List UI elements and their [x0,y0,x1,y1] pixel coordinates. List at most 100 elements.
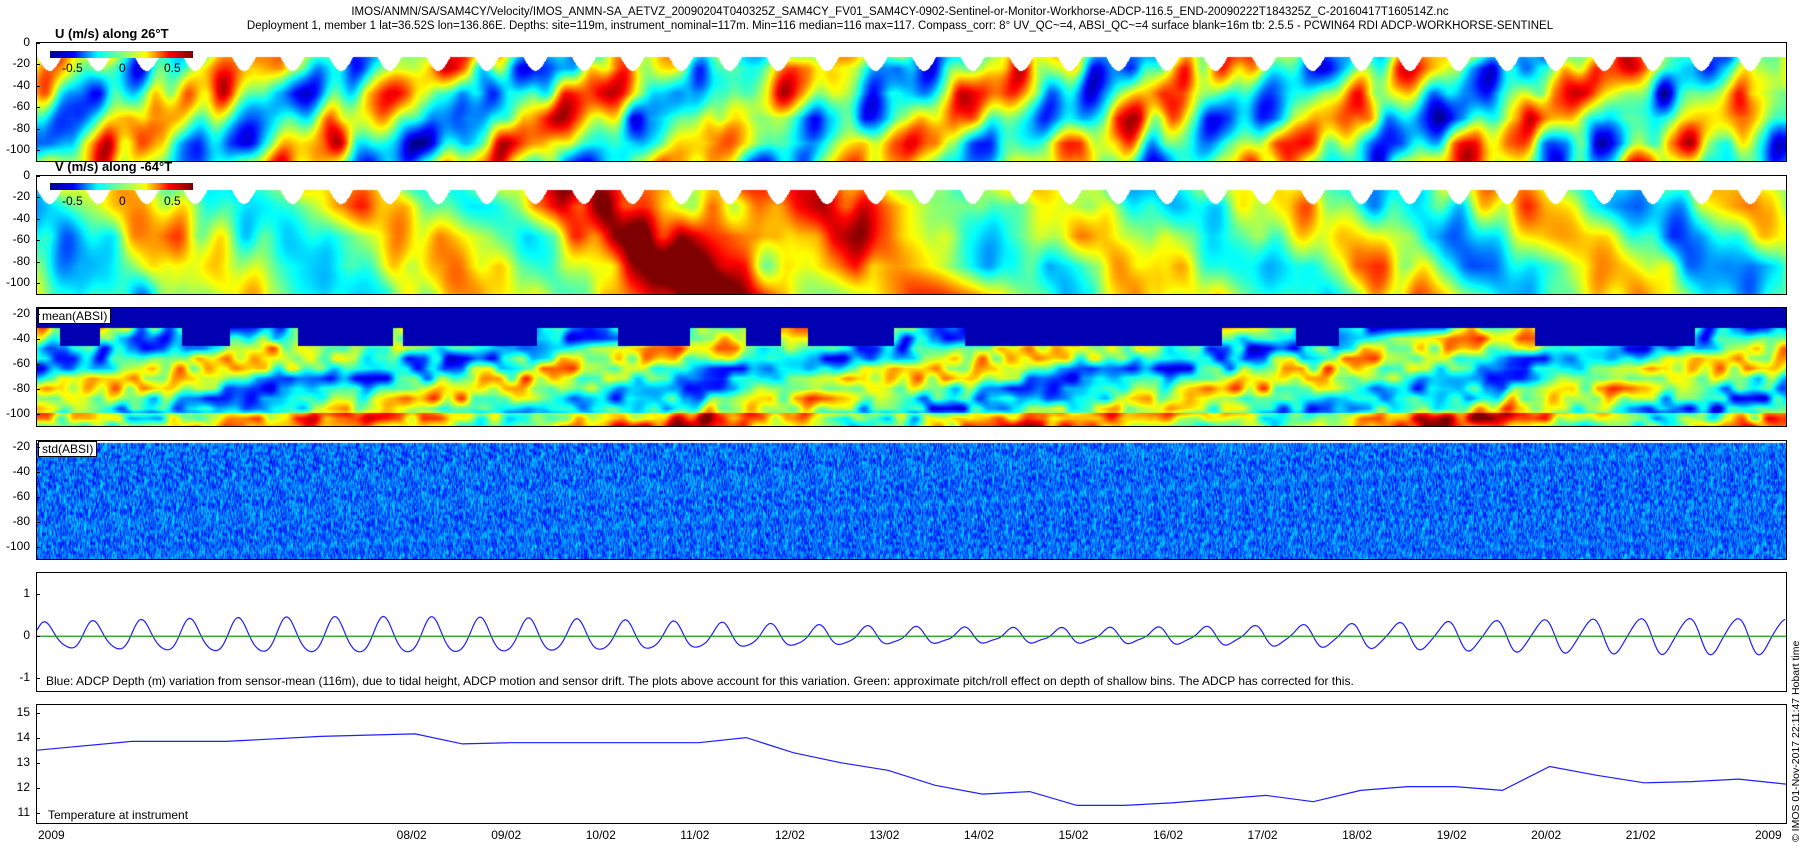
y-tick-label: 12 [16,779,30,794]
u-colorbar-tick: 0.5 [164,61,181,75]
depth-variation-plot [36,572,1787,692]
std-absi-title: std(ABSI) [38,441,98,457]
y-tick-label: -60 [12,99,30,114]
y-tick-mark [36,64,40,66]
x-tick-label: 2009 [38,828,65,842]
u-colorbar-tick: -0.5 [62,61,83,75]
x-tick-label: 11/02 [680,828,710,842]
y-tick-label: -1 [19,670,30,685]
y-tick-label: -40 [12,210,30,225]
x-tick-label: 19/02 [1436,828,1467,842]
x-tick-label: 12/02 [774,828,805,842]
x-tick-label: 16/02 [1152,828,1184,842]
y-tick-mark [36,812,40,814]
v-colorbar [50,183,193,190]
u-velocity-heatmap [36,42,1787,162]
temperature-plot [36,704,1787,824]
y-tick-label: -80 [12,380,30,395]
u-velocity-title: U (m/s) along 26°T [55,26,169,41]
v-colorbar-tick: 0.5 [164,194,181,208]
y-tick-mark [36,43,40,44]
y-tick-label: -60 [12,488,30,503]
y-tick-label: -80 [12,253,30,268]
y-tick-mark [36,197,40,199]
depth-variation-lines [37,615,1786,656]
mean-absi-heatmap [36,307,1787,427]
depth-series-blue [37,615,1786,656]
y-tick-mark [36,546,40,548]
y-tick-mark [36,339,40,341]
y-tick-label: 13 [16,754,30,769]
x-tick-label: 13/02 [869,828,900,842]
y-tick-label: -80 [12,513,30,528]
y-tick-label: -20 [12,306,30,321]
y-tick-mark [36,240,40,242]
y-tick-mark [36,413,40,415]
y-tick-label: 0 [23,168,30,182]
temperature-line [37,733,1786,806]
y-tick-label: -80 [12,120,30,135]
x-tick-label: 20/02 [1531,828,1562,842]
y-tick-label: -100 [5,275,30,290]
y-tick-mark [36,496,40,498]
temperature-series [37,733,1786,806]
x-tick-label: 09/02 [491,828,522,842]
y-tick-label: -60 [12,232,30,247]
y-tick-mark [36,107,40,109]
x-tick-label: 17/02 [1247,828,1278,842]
y-tick-label: -100 [5,142,30,157]
y-tick-label: 14 [16,729,30,744]
x-tick-label: 10/02 [585,828,616,842]
x-tick-label: 14/02 [963,828,994,842]
y-tick-label: -20 [12,56,30,71]
v-velocity-field [37,176,1786,294]
y-tick-mark [36,472,40,474]
y-tick-mark [36,678,40,680]
y-tick-label: -40 [12,464,30,479]
file-title: IMOS/ANMN/SA/SAM4CY/Velocity/IMOS_ANMN-S… [351,6,1449,18]
x-tick-label: 18/02 [1342,828,1373,842]
y-tick-label: -100 [5,405,30,420]
y-tick-mark [36,737,40,739]
depth-caption: Blue: ADCP Depth (m) variation from sens… [46,674,1354,688]
x-tick-label: 2009 [1755,828,1782,842]
y-tick-label: 0 [23,628,30,643]
y-tick-mark [36,388,40,390]
y-tick-label: 11 [17,804,30,819]
y-tick-label: -60 [12,355,30,370]
y-tick-mark [36,176,40,177]
deployment-info: Deployment 1, member 1 lat=36.52S lon=13… [246,20,1554,32]
y-tick-mark [36,150,40,152]
y-tick-label: -40 [12,331,30,346]
y-tick-mark [36,85,40,87]
y-tick-mark [36,447,40,449]
u-colorbar [50,51,193,58]
y-tick-label: 0 [23,35,30,49]
y-tick-mark [36,314,40,316]
mean-absi-field [37,308,1786,426]
v-velocity-title: V (m/s) along -64°T [55,159,173,174]
v-velocity-heatmap [36,175,1787,295]
y-tick-mark [36,594,40,596]
y-tick-mark [36,128,40,130]
y-tick-label: 15 [16,704,30,719]
std-absi-heatmap [36,440,1787,560]
y-tick-mark [36,218,40,220]
v-colorbar-tick: -0.5 [62,194,83,208]
std-absi-field [37,441,1786,559]
y-tick-mark [36,521,40,523]
y-tick-mark [36,261,40,263]
y-tick-mark [36,636,40,638]
u-velocity-field [37,43,1786,161]
y-tick-mark [36,283,40,285]
x-tick-label: 08/02 [396,828,427,842]
y-tick-mark [36,363,40,365]
y-tick-label: -40 [12,77,30,92]
y-tick-label: 1 [23,586,30,601]
x-tick-label: 21/02 [1625,828,1656,842]
y-tick-mark [36,762,40,764]
u-colorbar-tick: 0 [119,61,126,75]
v-colorbar-tick: 0 [119,194,126,208]
mean-absi-title: mean(ABSI) [38,308,112,324]
y-tick-label: -20 [12,189,30,204]
